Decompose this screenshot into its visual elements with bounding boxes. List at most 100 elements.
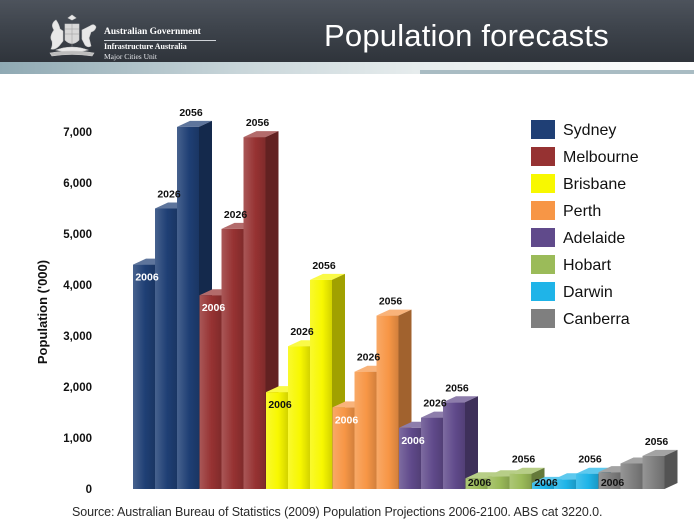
legend-swatch — [531, 174, 555, 193]
coat-of-arms-icon — [49, 14, 97, 57]
y-tick-label: 1,000 — [63, 433, 92, 445]
data-label-darwin-2056: 2056 — [578, 454, 602, 466]
legend-label: Sydney — [563, 122, 616, 139]
unit-name: Major Cities Unit — [104, 52, 157, 61]
bar-front-face — [554, 479, 576, 489]
data-label-brisbane-2056: 2056 — [312, 260, 336, 272]
bar-front-face — [310, 279, 332, 489]
data-label-melbourne-2006: 2006 — [202, 302, 226, 314]
bar-hobart-2006 — [465, 472, 501, 489]
data-label-canberra-2006: 2006 — [601, 477, 625, 489]
bar-canberra-2056 — [642, 449, 678, 489]
data-label-perth-2026: 2026 — [357, 352, 381, 364]
bar-top-face — [177, 120, 212, 127]
legend-swatch — [531, 309, 555, 328]
data-label-sydney-2006: 2006 — [135, 272, 159, 284]
data-label-hobart-2056: 2056 — [512, 454, 536, 466]
bar-top-face — [310, 273, 345, 280]
y-tick-label: 0 — [86, 484, 92, 496]
bar-front-face — [221, 228, 244, 489]
legend-label: Adelaide — [563, 230, 625, 247]
legend-label: Canberra — [563, 311, 630, 328]
legend-label: Brisbane — [563, 176, 626, 193]
bar-front-face — [155, 208, 177, 489]
legend-item-perth: Perth — [531, 201, 601, 220]
bar-front-face — [642, 455, 665, 489]
legend-label: Perth — [563, 203, 601, 220]
population-chart: 0 1,000 2,000 3,000 4,000 5,000 6,000 7,000 Pop… — [35, 107, 678, 496]
y-axis-label: Population ('000) — [35, 260, 50, 364]
legend-swatch — [531, 282, 555, 301]
header-accent-stripe — [420, 70, 694, 74]
bar-front-face — [288, 346, 310, 489]
data-label-brisbane-2026: 2026 — [290, 326, 314, 338]
organisation-name: Infrastructure Australia — [104, 42, 187, 51]
data-label-adelaide-2026: 2026 — [423, 398, 447, 410]
y-tick-label: 3,000 — [63, 331, 92, 343]
legend-swatch — [531, 228, 555, 247]
bar-front-face — [332, 407, 355, 489]
bar-front-face — [177, 126, 199, 490]
y-tick-label: 6,000 — [63, 178, 92, 190]
bar-front-face — [133, 264, 155, 489]
legend-label: Hobart — [563, 257, 612, 274]
government-name: Australian Government — [104, 27, 201, 37]
legend-item-brisbane: Brisbane — [531, 174, 626, 193]
data-label-brisbane-2006: 2006 — [268, 399, 292, 411]
bar-front-face — [576, 473, 598, 489]
page-title: Population forecasts — [324, 18, 609, 53]
bar-front-face — [532, 482, 554, 489]
data-label-perth-2006: 2006 — [335, 414, 359, 426]
bar-front-face — [620, 463, 643, 489]
bar-top-face — [465, 472, 501, 479]
bar-front-face — [509, 473, 532, 489]
bar-side-face — [465, 396, 478, 489]
y-axis: 0 1,000 2,000 3,000 4,000 5,000 6,000 7,000 — [63, 127, 92, 496]
bar-front-face — [243, 137, 266, 489]
data-label-canberra-2056: 2056 — [645, 436, 669, 448]
y-tick-label: 5,000 — [63, 229, 92, 241]
government-logo: Australian Government Infrastructure Aus… — [42, 14, 217, 61]
legend-swatch — [531, 201, 555, 220]
legend-swatch — [531, 120, 555, 139]
bar-front-face — [443, 402, 465, 489]
legend-item-hobart: Hobart — [531, 255, 612, 274]
data-labels: 2006 2026 2056 2006 2026 2056 2006 2026 2056 2006… — [135, 107, 668, 489]
logo-divider — [104, 40, 216, 41]
header-background — [0, 0, 694, 62]
legend-item-darwin: Darwin — [531, 282, 613, 301]
bar-side-face — [664, 449, 678, 489]
legend-item-canberra: Canberra — [531, 309, 630, 328]
legend-swatch — [531, 147, 555, 166]
data-label-melbourne-2056: 2056 — [246, 117, 270, 129]
y-tick-label: 2,000 — [63, 382, 92, 394]
legend-label: Melbourne — [563, 149, 639, 166]
bar-top-face — [576, 467, 611, 474]
bar-top-face — [376, 309, 412, 316]
bars — [133, 120, 678, 490]
bar-front-face — [199, 295, 222, 489]
data-label-melbourne-2026: 2026 — [224, 209, 248, 221]
bar-front-face — [421, 417, 443, 489]
bar-front-face — [266, 392, 288, 489]
data-label-sydney-2056: 2056 — [179, 107, 203, 119]
data-label-hobart-2006: 2006 — [468, 477, 492, 489]
legend-item-sydney: Sydney — [531, 120, 616, 139]
legend: Sydney Melbourne Brisbane Perth Adelaide Hoba… — [531, 120, 639, 328]
bar-top-face — [443, 396, 478, 403]
y-tick-label: 7,000 — [63, 127, 92, 139]
header-banner: Australian Government Infrastructure Aus… — [0, 0, 694, 74]
bar-front-face — [465, 478, 488, 489]
legend-swatch — [531, 255, 555, 274]
legend-label: Darwin — [563, 284, 613, 301]
bar-top-face — [243, 131, 279, 138]
data-label-adelaide-2006: 2006 — [401, 435, 425, 447]
bar-front-face — [399, 427, 421, 489]
data-label-sydney-2026: 2026 — [157, 189, 181, 201]
legend-item-adelaide: Adelaide — [531, 228, 625, 247]
data-label-perth-2056: 2056 — [379, 296, 403, 308]
bar-top-face — [642, 449, 678, 456]
y-tick-label: 4,000 — [63, 280, 92, 292]
bar-front-face — [598, 472, 621, 489]
